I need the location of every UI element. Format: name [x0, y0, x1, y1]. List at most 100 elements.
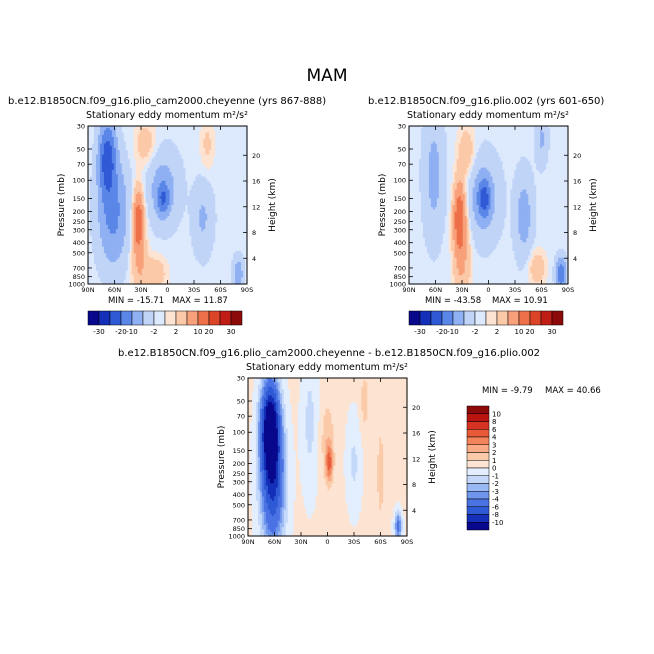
contour-cell [199, 259, 202, 263]
contour-cell [133, 158, 137, 162]
contour-cell [123, 139, 127, 142]
contour-cell [165, 145, 169, 149]
contour-cell [197, 143, 200, 147]
contour-cell [185, 172, 188, 175]
contour-cell [113, 198, 117, 202]
contour-cell [173, 176, 177, 180]
contour-cell [95, 187, 99, 191]
contour-cell [145, 209, 149, 213]
contour-cell [187, 191, 190, 195]
contour-cell [137, 176, 141, 180]
contour-cell [179, 136, 183, 140]
contour-cell [235, 196, 238, 200]
contour-cell [95, 220, 99, 224]
contour-cell [227, 154, 230, 158]
contour-cell [235, 235, 238, 239]
contour-cell [113, 154, 117, 158]
contour-cell [151, 183, 155, 186]
contour-cell [147, 178, 151, 182]
contour-cell [225, 150, 228, 153]
contour-cell [177, 147, 181, 151]
contour-cell [145, 237, 149, 241]
contour-cell [195, 161, 198, 164]
contour-cell [245, 167, 248, 171]
contour-cell [161, 150, 165, 153]
contour-cell [217, 196, 220, 200]
contour-cell [175, 257, 179, 261]
contour-cell [163, 218, 167, 221]
contour-cell [149, 259, 153, 263]
contour-cell [139, 237, 143, 241]
contour-cell [181, 229, 184, 232]
contour-cell [225, 220, 228, 224]
contour-cell [185, 257, 188, 261]
contour-cell [129, 132, 133, 136]
contour-cell [211, 253, 214, 257]
contour-cell [169, 242, 173, 246]
contour-cell [151, 126, 155, 129]
contour-cell [205, 174, 208, 178]
contour-cell [237, 220, 240, 224]
contour-cell [193, 161, 196, 164]
contour-cell [209, 158, 212, 162]
contour-cell [185, 136, 188, 140]
contour-cell [223, 139, 226, 142]
contour-cell [201, 211, 204, 215]
contour-cell [209, 187, 212, 191]
contour-cell [209, 240, 212, 243]
contour-cell [239, 202, 242, 206]
contour-cell [93, 248, 97, 252]
contour-cell [239, 145, 242, 149]
contour-cell [195, 253, 198, 257]
contour-cell [149, 187, 153, 191]
contour-cell [123, 231, 127, 235]
contour-cell [229, 194, 232, 197]
contour-cell [147, 139, 151, 142]
contour-cell [185, 215, 188, 219]
contour-cell [193, 213, 196, 217]
contour-cell [101, 139, 105, 142]
contour-cell [149, 178, 153, 182]
contour-cell [151, 218, 155, 221]
contour-cell [117, 172, 121, 175]
contour-cell [133, 147, 137, 151]
contour-cell [189, 205, 192, 208]
contour-cell [123, 191, 127, 195]
contour-cell [201, 202, 204, 206]
contour-cell [88, 262, 91, 265]
contour-cell [99, 259, 103, 263]
contour-cell [213, 165, 216, 169]
contour-cell [245, 169, 248, 173]
contour-cell [199, 242, 202, 246]
contour-cell [103, 185, 107, 189]
contour-cell [191, 154, 194, 158]
contour-cell [233, 240, 236, 243]
contour-cell [149, 235, 153, 239]
contour-cell [183, 255, 186, 259]
contour-cell [175, 178, 179, 182]
contour-cell [197, 158, 200, 162]
contour-cell [105, 200, 109, 204]
contour-cell [193, 136, 196, 140]
contour-cell [89, 165, 93, 169]
contour-cell [237, 132, 240, 136]
contour-cell [171, 235, 175, 239]
contour-cell [193, 180, 196, 184]
contour-cell [241, 139, 244, 142]
contour-cell [165, 257, 169, 261]
contour-cell [131, 183, 135, 186]
contour-cell [121, 248, 125, 252]
contour-cell [201, 209, 204, 213]
contour-cell [97, 257, 101, 261]
contour-cell [173, 130, 177, 134]
contour-cell [229, 215, 232, 219]
contour-cell [169, 150, 173, 153]
contour-cell [111, 165, 115, 169]
contour-cell [119, 200, 123, 204]
contour-cell [199, 189, 202, 193]
contour-cell [241, 178, 244, 182]
contour-cell [213, 226, 216, 230]
contour-cell [221, 200, 224, 204]
contour-cell [131, 174, 135, 178]
contour-cell [221, 183, 224, 186]
